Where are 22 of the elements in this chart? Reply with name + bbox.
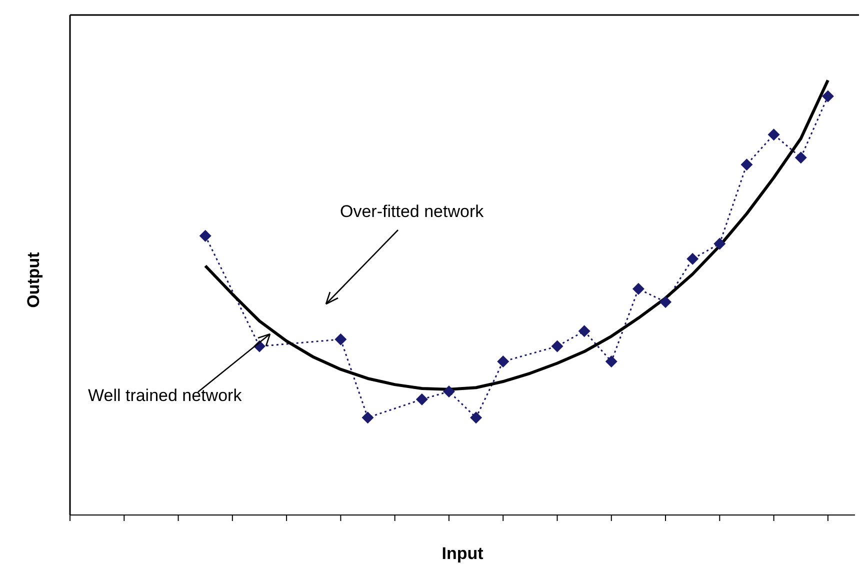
point bbox=[768, 128, 780, 141]
point bbox=[199, 230, 212, 242]
point bbox=[442, 386, 455, 398]
point bbox=[794, 152, 807, 164]
point bbox=[632, 282, 644, 295]
x-axis-title: Input bbox=[442, 544, 484, 563]
point bbox=[714, 238, 726, 250]
point bbox=[334, 333, 347, 346]
point bbox=[822, 90, 834, 102]
point bbox=[740, 158, 753, 171]
annotation: Over-fitted network bbox=[340, 202, 484, 222]
point bbox=[686, 252, 699, 265]
point bbox=[578, 325, 590, 338]
point bbox=[660, 296, 672, 308]
point bbox=[497, 356, 510, 368]
point bbox=[605, 356, 618, 368]
point bbox=[551, 340, 564, 352]
point bbox=[470, 412, 482, 424]
point bbox=[416, 393, 428, 406]
annotation: Well trained network bbox=[88, 386, 242, 406]
y-axis-title: Output bbox=[24, 251, 44, 310]
point bbox=[362, 412, 374, 424]
